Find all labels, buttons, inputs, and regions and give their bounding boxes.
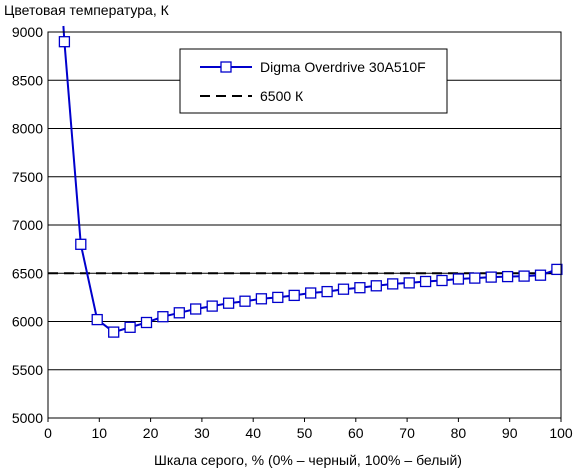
data-point-16	[321, 285, 333, 298]
y-tick-label-7000: 7000	[12, 217, 43, 233]
y-tick-label-8000: 8000	[12, 121, 43, 137]
data-point-22	[419, 275, 432, 288]
data-point-8	[190, 303, 202, 315]
data-point-2	[91, 313, 103, 326]
data-point-18	[354, 282, 366, 294]
data-point-10	[222, 297, 235, 309]
data-point-13	[272, 291, 284, 304]
y-axis-title: Цветовая температура, К	[4, 2, 170, 18]
y-tick-label-8500: 8500	[12, 72, 43, 88]
data-point-1	[75, 238, 87, 250]
x-axis-title: Шкала серого, % (0% – черный, 100% – бел…	[154, 452, 462, 468]
data-point-5	[140, 316, 153, 329]
legend: Digma Overdrive 30A510F 6500 К	[179, 48, 448, 114]
x-tick-label-0: 0	[44, 425, 52, 441]
x-tick-label-40: 40	[245, 425, 261, 441]
x-tick-label-20: 20	[143, 425, 159, 441]
data-point-15	[305, 287, 317, 299]
y-tick-label-6000: 6000	[12, 314, 43, 330]
data-point-6	[157, 311, 169, 323]
x-tick-label-30: 30	[194, 425, 210, 441]
data-point-20	[387, 278, 399, 290]
data-point-17	[337, 283, 350, 295]
data-point-23	[436, 274, 448, 287]
y-tick-label-5000: 5000	[12, 410, 43, 426]
x-tick-label-10: 10	[92, 425, 108, 441]
y-tick-label-6500: 6500	[12, 265, 43, 281]
data-point-25	[469, 272, 481, 284]
data-point-27	[501, 270, 514, 283]
x-tick-label-50: 50	[297, 425, 313, 441]
data-point-24	[452, 273, 465, 285]
data-point-19	[370, 280, 382, 292]
data-point-29	[534, 269, 547, 281]
data-point-3	[108, 326, 120, 338]
x-tick-label-100: 100	[549, 425, 573, 441]
x-tick-label-60: 60	[348, 425, 364, 441]
data-point-14	[288, 289, 300, 302]
data-point-26	[485, 271, 497, 283]
series-layer	[48, 25, 563, 338]
plot-frame	[47, 31, 562, 419]
data-point-21	[403, 277, 415, 289]
legend-label-digma: Digma Overdrive 30A510F	[260, 59, 426, 75]
data-point-7	[173, 307, 185, 319]
legend-marker-digma	[220, 61, 232, 73]
data-point-28	[518, 270, 530, 282]
data-point-0	[58, 36, 71, 48]
data-point-12	[255, 293, 268, 305]
legend-label-6500k: 6500 К	[260, 88, 304, 104]
data-point-9	[206, 300, 218, 312]
y-tick-labels: 5000 5500 6000 6500 7000 7500 8000 8500 9000	[12, 24, 43, 426]
legend-box	[179, 48, 448, 114]
x-tick-label-70: 70	[399, 425, 415, 441]
y-tick-label-9000: 9000	[12, 24, 43, 40]
x-tick-label-80: 80	[451, 425, 467, 441]
x-tick-label-90: 90	[502, 425, 518, 441]
data-point-11	[239, 295, 251, 307]
data-point-4	[124, 321, 136, 333]
y-tick-label-7500: 7500	[12, 169, 43, 185]
x-tick-labels: 0 10 20 30 40 50 60 70 80 90 100	[44, 418, 573, 441]
y-tick-label-5500: 5500	[12, 362, 43, 378]
data-point-30	[551, 263, 563, 276]
